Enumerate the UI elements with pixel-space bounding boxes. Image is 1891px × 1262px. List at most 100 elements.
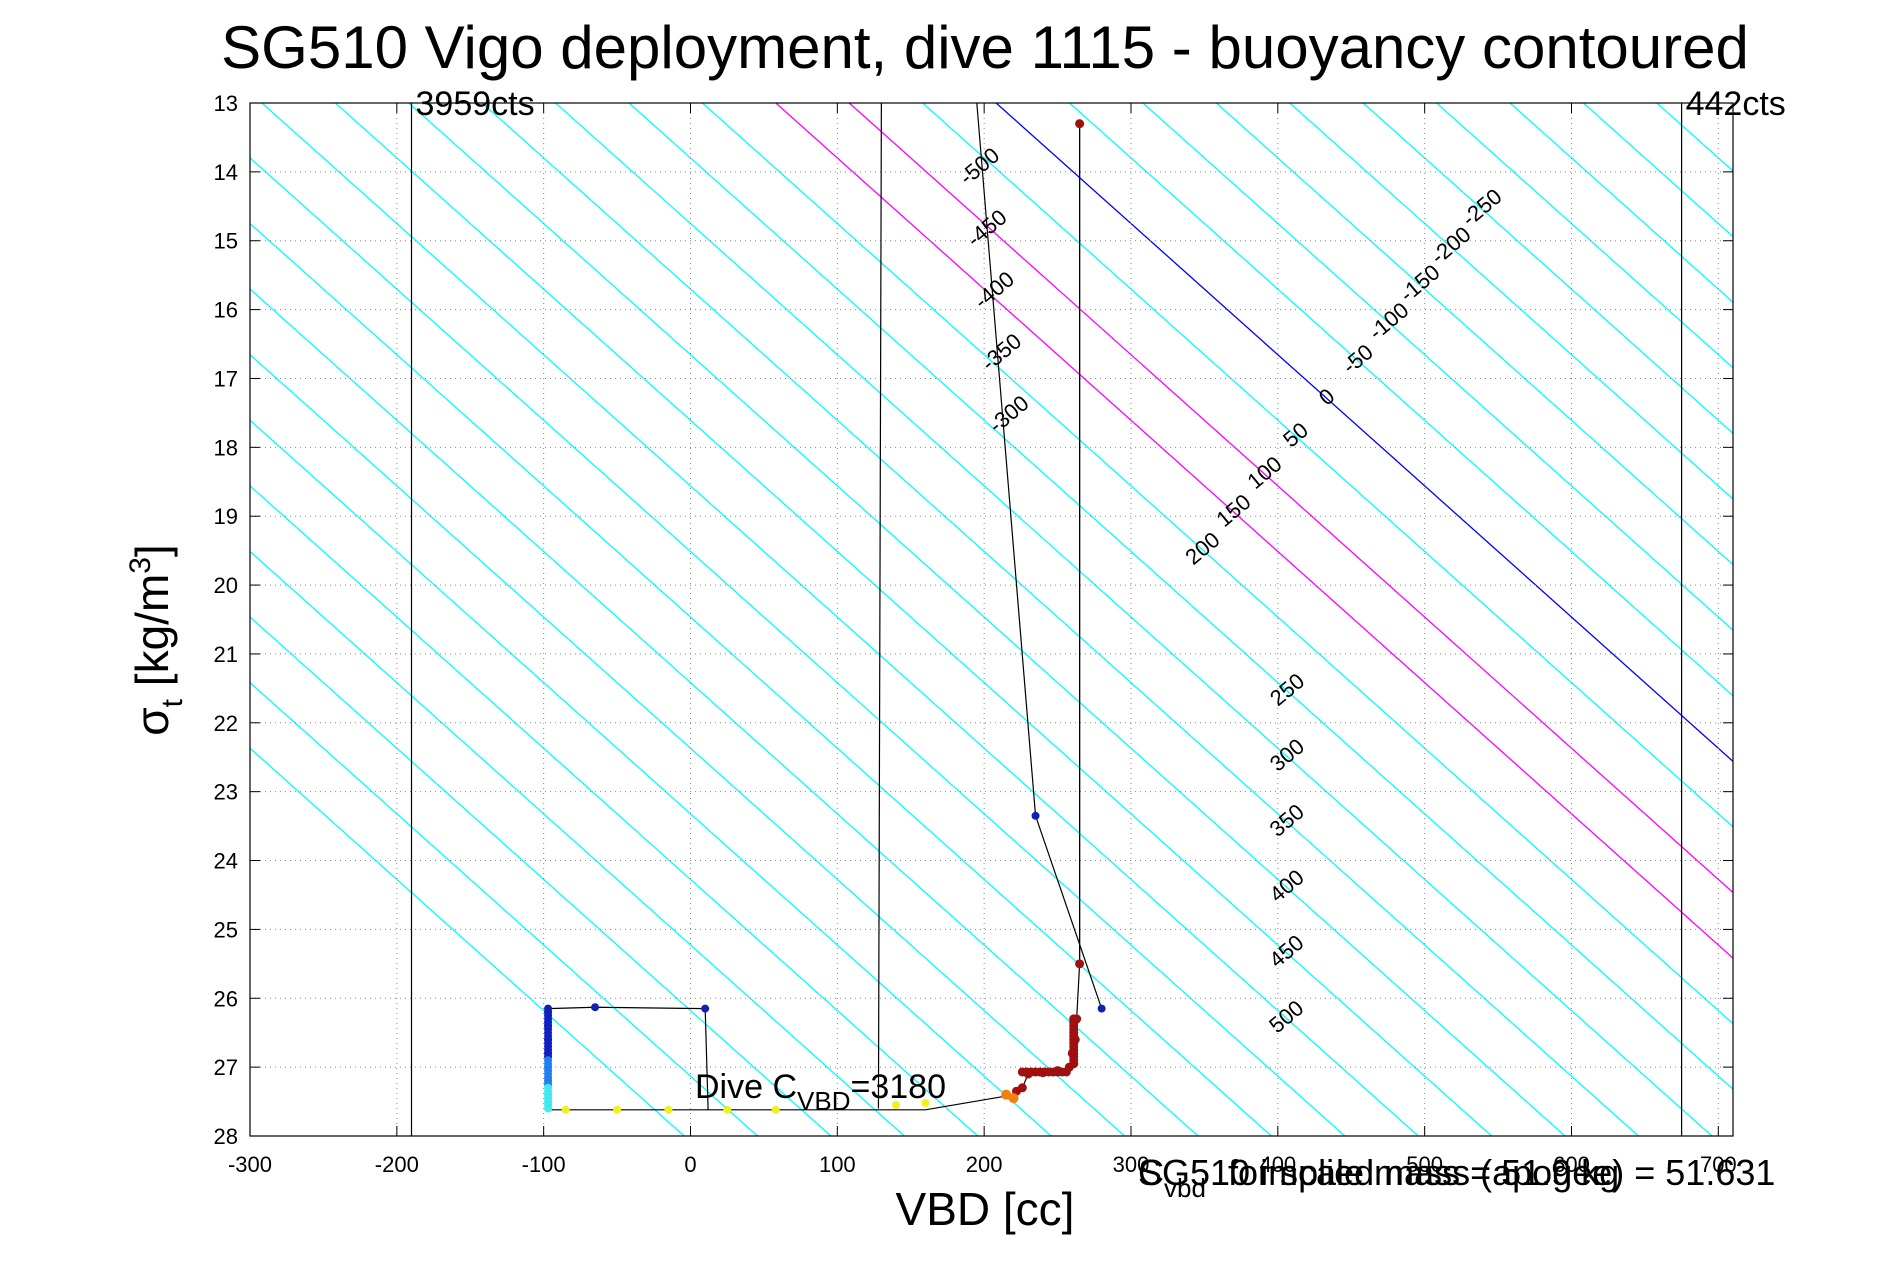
contour-line — [1804, 103, 1891, 1136]
contour-line — [250, 681, 758, 1136]
y-tick-label: 23 — [214, 780, 238, 805]
y-axis-label-close: ] — [126, 544, 178, 557]
profile-point — [921, 1098, 930, 1107]
y-tick-labels: 13 14 15 16 17 18 19 20 21 22 23 24 25 26 27 28 — [214, 91, 1733, 1149]
profile-point — [701, 1004, 710, 1013]
y-tick-label: 15 — [214, 229, 238, 254]
x-tick-label: 300 — [1113, 1152, 1150, 1177]
contour-line — [1362, 103, 1733, 435]
x-tick-label: -100 — [522, 1152, 566, 1177]
contour-line — [408, 103, 1566, 1136]
axes — [249, 102, 1734, 1137]
contour-line — [1142, 103, 1733, 632]
contour-line — [1582, 103, 1733, 238]
profile-point — [1008, 1093, 1019, 1104]
descent-box-line — [547, 1006, 709, 1110]
profile-point — [1061, 1067, 1071, 1077]
x-tick-label: -300 — [228, 1152, 272, 1177]
contour-line — [250, 616, 832, 1136]
y-tick-label: 26 — [214, 986, 238, 1011]
contour-line — [1729, 103, 1733, 107]
x-tick-label: 700 — [1700, 1152, 1737, 1177]
contour-line — [1509, 103, 1733, 304]
contour-label: -450 — [962, 204, 1012, 251]
dive-cvbd-text: Dive CVBD=3180 — [695, 1068, 946, 1116]
vertical-markers: 3959cts 442cts — [410, 85, 1786, 1136]
profile-point — [613, 1105, 622, 1114]
contour-line — [334, 103, 1493, 1136]
y-tick-label: 16 — [214, 298, 238, 323]
chart-title: SG510 Vigo deployment, dive 1115 - buoya… — [221, 14, 1749, 81]
vertical-marker-label: 442cts — [1686, 85, 1786, 123]
ascent-line — [1016, 123, 1081, 1092]
profile-point — [664, 1105, 673, 1114]
profile-point — [544, 1101, 553, 1110]
profile-point — [723, 1105, 732, 1114]
profile-point — [1097, 1004, 1106, 1013]
contour-line — [701, 103, 1733, 1025]
x-axis-label: VBD [cc] — [896, 1183, 1075, 1235]
profile-points — [544, 119, 1106, 1114]
profile-point — [892, 1101, 901, 1110]
footer-text-implied-mass: SG510 implied mass (apogee) = 51.631 — [1138, 1152, 1775, 1193]
y-tick-label: 17 — [214, 366, 238, 391]
profile-point — [1075, 119, 1085, 129]
y-tick-label: 28 — [214, 1124, 238, 1149]
y-tick-label: 19 — [214, 504, 238, 529]
contour-line — [995, 103, 1733, 763]
contour-line — [250, 353, 1125, 1136]
contour-line — [628, 103, 1733, 1091]
x-tick-label: 200 — [966, 1152, 1003, 1177]
profile-point — [1075, 959, 1085, 969]
x-tick-label: 500 — [1406, 1152, 1443, 1177]
y-tick-label: 27 — [214, 1055, 238, 1080]
y-axis-label-unit: [kg/m — [126, 574, 178, 699]
x-tick-labels: -300 -200 -100 0 100 200 300 400 500 600 700 — [228, 103, 1737, 1177]
y-tick-label: 18 — [214, 435, 238, 460]
y-axis-label-sub: t — [156, 698, 189, 707]
contour-label: -300 — [984, 390, 1034, 437]
contour-line — [250, 288, 1199, 1136]
steep-line-2 — [976, 102, 1103, 1009]
profile-point — [1069, 1059, 1079, 1069]
axes-box — [249, 102, 1734, 1137]
x-tick-label: 0 — [684, 1152, 696, 1177]
contour-line — [1877, 103, 1891, 1136]
contour-line — [922, 103, 1733, 828]
contour-line — [481, 103, 1639, 1136]
x-tick-label: 600 — [1553, 1152, 1590, 1177]
y-axis-label-sup: 3 — [124, 557, 157, 574]
vertical-marker-label: 3959cts — [416, 85, 535, 123]
y-tick-label: 20 — [214, 573, 238, 598]
x-tick-label: 400 — [1259, 1152, 1296, 1177]
y-tick-label: 25 — [214, 917, 238, 942]
bottom-line — [548, 1095, 1007, 1111]
contour-line — [555, 103, 1713, 1136]
footer-overlapping-text: SG510 implied mass (apogee) = 51.631 Cvb… — [1138, 1152, 1775, 1203]
contour-line — [775, 103, 1733, 959]
contour-line — [250, 157, 1346, 1136]
contour-line — [1215, 103, 1733, 566]
contour-label: -500 — [954, 142, 1004, 189]
profile-point — [561, 1105, 570, 1114]
y-axis-label-symbol: σ — [126, 707, 178, 735]
y-tick-label: 21 — [214, 642, 238, 667]
footer-text-cvbd: Cvbd — [1138, 1152, 1206, 1203]
y-tick-label: 22 — [214, 711, 238, 736]
contour-line — [1436, 103, 1733, 369]
profile-point — [771, 1105, 780, 1114]
y-tick-label: 14 — [214, 160, 238, 185]
contour-line — [848, 103, 1733, 894]
profile-point — [544, 1004, 553, 1013]
x-tick-label: -200 — [375, 1152, 419, 1177]
contour-line — [250, 222, 1272, 1136]
x-tick-label: 100 — [819, 1152, 856, 1177]
footer-text-scale-mass: for scale mass = 51.9 kg — [1228, 1152, 1619, 1193]
svg-text:σt [kg/m3]: σt [kg/m3] — [124, 544, 189, 735]
contour-line — [1289, 103, 1733, 500]
contour-line — [261, 103, 1419, 1136]
contour-line — [1069, 103, 1733, 697]
buoyancy-contours — [250, 103, 1891, 1136]
y-axis-label: σt [kg/m3] — [124, 544, 189, 735]
